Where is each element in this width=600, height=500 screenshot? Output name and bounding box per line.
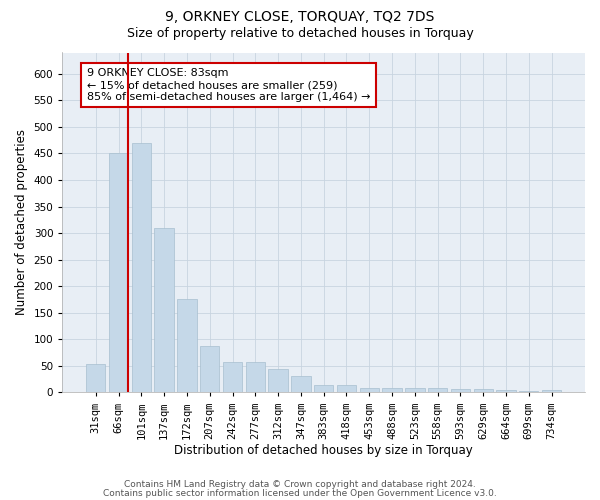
- Bar: [542, 390, 561, 392]
- Bar: [245, 362, 265, 392]
- Bar: [223, 362, 242, 392]
- Bar: [451, 388, 470, 392]
- Y-axis label: Number of detached properties: Number of detached properties: [15, 130, 28, 316]
- Bar: [473, 388, 493, 392]
- Bar: [131, 143, 151, 392]
- Bar: [109, 154, 128, 392]
- Text: 9 ORKNEY CLOSE: 83sqm
← 15% of detached houses are smaller (259)
85% of semi-det: 9 ORKNEY CLOSE: 83sqm ← 15% of detached …: [86, 68, 370, 102]
- Bar: [428, 388, 447, 392]
- X-axis label: Distribution of detached houses by size in Torquay: Distribution of detached houses by size …: [174, 444, 473, 458]
- Bar: [268, 369, 288, 392]
- Bar: [382, 388, 402, 392]
- Bar: [359, 388, 379, 392]
- Text: Size of property relative to detached houses in Torquay: Size of property relative to detached ho…: [127, 28, 473, 40]
- Bar: [154, 228, 174, 392]
- Bar: [86, 364, 106, 392]
- Text: 9, ORKNEY CLOSE, TORQUAY, TQ2 7DS: 9, ORKNEY CLOSE, TORQUAY, TQ2 7DS: [166, 10, 434, 24]
- Text: Contains HM Land Registry data © Crown copyright and database right 2024.: Contains HM Land Registry data © Crown c…: [124, 480, 476, 489]
- Bar: [496, 390, 515, 392]
- Bar: [291, 376, 311, 392]
- Bar: [337, 385, 356, 392]
- Bar: [177, 300, 197, 392]
- Bar: [405, 388, 425, 392]
- Bar: [314, 385, 334, 392]
- Text: Contains public sector information licensed under the Open Government Licence v3: Contains public sector information licen…: [103, 488, 497, 498]
- Bar: [200, 346, 220, 393]
